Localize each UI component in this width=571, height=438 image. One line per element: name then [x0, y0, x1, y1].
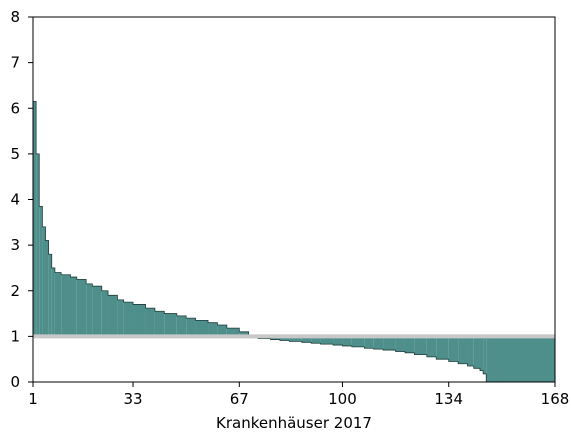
y-tick-label-7: 7 — [10, 54, 20, 72]
step-band-53 — [483, 336, 487, 374]
step-band-27 — [226, 328, 240, 337]
step-band-1 — [33, 101, 37, 337]
y-tick-label-4: 4 — [10, 191, 20, 209]
step-band-23 — [186, 318, 196, 337]
step-band-18 — [133, 304, 146, 337]
y-tick-label-5: 5 — [10, 145, 20, 163]
step-band-16 — [117, 299, 124, 337]
step-band-19 — [145, 308, 155, 337]
y-tick-label-2: 2 — [10, 282, 20, 300]
x-tick-label-100: 100 — [328, 390, 357, 408]
step-band-44 — [404, 336, 415, 353]
step-band-4 — [42, 226, 46, 337]
step-band-32 — [279, 336, 290, 341]
step-band-35 — [311, 336, 321, 344]
step-band-5 — [45, 240, 49, 337]
step-band-25 — [208, 322, 218, 337]
step-band-38 — [342, 336, 352, 346]
step-band-11 — [76, 279, 87, 337]
step-band-40 — [364, 336, 374, 349]
step-band-37 — [333, 336, 343, 346]
step-band-28 — [239, 331, 249, 337]
step-band-20 — [154, 311, 165, 337]
step-band-33 — [289, 336, 302, 342]
y-tick-label-8: 8 — [10, 8, 20, 26]
step-band-22 — [176, 315, 187, 337]
x-tick-label-33: 33 — [123, 390, 142, 408]
step-band-10 — [70, 277, 77, 337]
step-band-3 — [39, 206, 43, 337]
step-band-6 — [48, 254, 52, 337]
step-band-34 — [301, 336, 312, 343]
step-band-47 — [436, 336, 449, 360]
step-band-13 — [92, 286, 102, 337]
x-tick-label-168: 168 — [541, 390, 570, 408]
step-band-2 — [36, 153, 40, 337]
x-tick-label-67: 67 — [230, 390, 249, 408]
y-tick-label-3: 3 — [10, 236, 20, 254]
step-band-15 — [108, 295, 118, 337]
step-band-8 — [54, 272, 62, 337]
step-band-24 — [195, 320, 209, 337]
step-band-43 — [395, 336, 405, 352]
step-band-50 — [467, 336, 474, 367]
step-band-39 — [351, 336, 365, 347]
x-tick-label-1: 1 — [28, 390, 38, 408]
series-step-line — [33, 101, 555, 383]
step-band-41 — [373, 336, 384, 350]
step-band-36 — [320, 336, 334, 345]
step-band-42 — [383, 336, 396, 351]
y-tick-label-1: 1 — [10, 327, 20, 345]
step-band-7 — [51, 267, 55, 337]
step-band-54 — [486, 336, 555, 383]
step-band-21 — [164, 313, 177, 337]
step-band-14 — [101, 290, 109, 337]
y-tick-label-0: 0 — [10, 373, 20, 391]
step-band-45 — [414, 336, 427, 355]
plot-layer — [33, 101, 555, 383]
step-band-51 — [473, 336, 480, 369]
step-band-17 — [123, 302, 134, 337]
y-tick-label-6: 6 — [10, 99, 20, 117]
step-band-52 — [479, 336, 484, 371]
step-band-46 — [426, 336, 437, 357]
step-band-9 — [61, 274, 71, 337]
x-tick-label-134: 134 — [434, 390, 463, 408]
x-axis-title: Krankenhäuser 2017 — [216, 414, 372, 432]
step-band-12 — [86, 283, 93, 337]
step-band-49 — [458, 336, 468, 364]
step-band-26 — [217, 324, 227, 337]
step-band-48 — [448, 336, 459, 362]
